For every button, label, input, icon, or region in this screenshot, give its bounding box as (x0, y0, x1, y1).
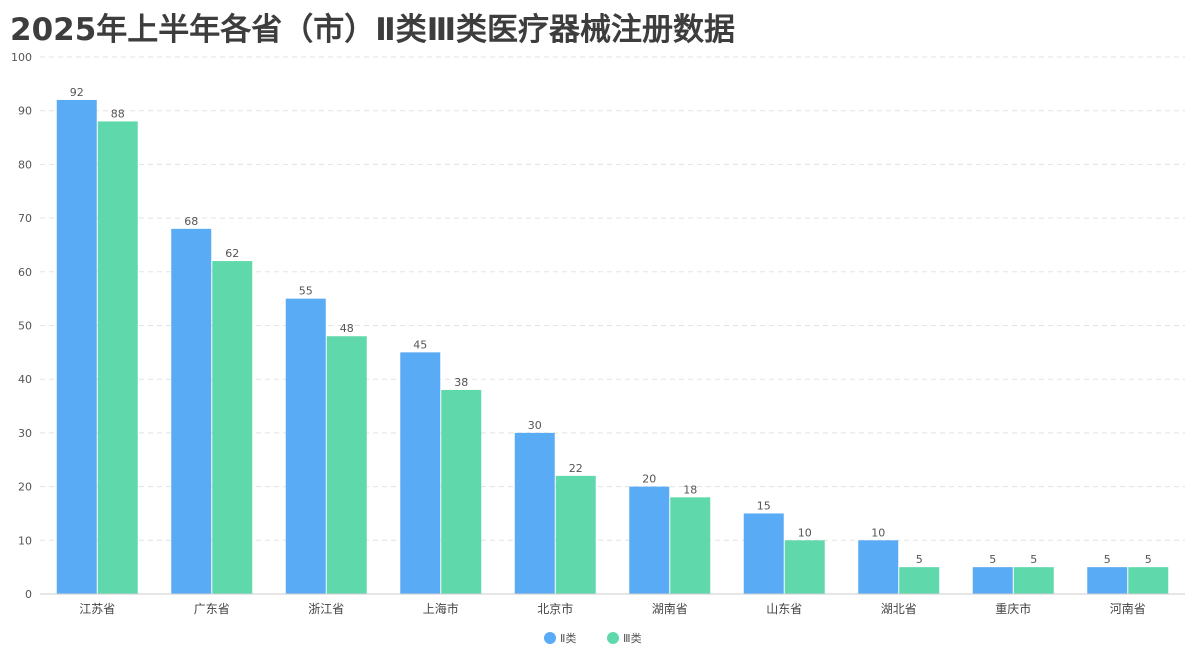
x-category-label: 上海市 (423, 601, 459, 616)
bar-value-label: 62 (225, 247, 239, 260)
legend-marker (544, 632, 556, 644)
bar-value-label: 10 (871, 526, 885, 539)
bar-value-label: 5 (1104, 553, 1111, 566)
bars (56, 99, 1169, 595)
bar-value-label: 20 (642, 473, 656, 486)
x-category-label: 山东省 (766, 602, 802, 616)
bar-value-label: 15 (757, 499, 771, 512)
bar-class2[interactable] (285, 298, 326, 594)
bar-value-label: 55 (299, 285, 313, 298)
x-category-label: 湖北省 (881, 601, 917, 616)
y-tick-label: 60 (18, 266, 32, 279)
bar-class2[interactable] (400, 352, 441, 594)
y-tick-label: 40 (18, 373, 32, 386)
x-category-label: 湖南省 (652, 601, 688, 616)
bar-value-label: 5 (1030, 553, 1037, 566)
y-tick-label: 70 (18, 212, 32, 225)
bar-class3[interactable] (899, 567, 940, 594)
bar-class2[interactable] (858, 540, 899, 594)
y-tick-label: 30 (18, 427, 32, 440)
chart-title: 2025年上半年各省（市）Ⅱ类Ⅲ类医疗器械注册数据 (10, 12, 736, 48)
legend-marker (607, 632, 619, 644)
bar-class2[interactable] (629, 486, 670, 594)
x-category-label: 河南省 (1110, 601, 1146, 616)
bar-class3[interactable] (212, 261, 253, 594)
bar-value-label: 18 (683, 483, 697, 496)
bar-class3[interactable] (97, 121, 138, 594)
y-axis: 0 10 20 30 40 50 60 70 80 90 100 (11, 51, 32, 601)
bar-value-label: 48 (340, 322, 354, 335)
x-category-label: 重庆市 (995, 601, 1031, 616)
bar-value-label: 68 (184, 215, 198, 228)
bar-class3[interactable] (326, 336, 367, 594)
bar-class2[interactable] (972, 567, 1013, 594)
x-axis: 江苏省 广东省 浙江省 上海市 北京市 湖南省 山东省 湖北省 重庆市 河南省 (40, 593, 1185, 616)
y-tick-label: 20 (18, 481, 32, 494)
bar-class2[interactable] (171, 228, 212, 594)
x-category-label: 江苏省 (79, 602, 115, 616)
x-category-label: 浙江省 (308, 602, 344, 616)
bar-class3[interactable] (784, 540, 825, 594)
bar-class3[interactable] (670, 497, 711, 594)
bar-value-label: 88 (111, 107, 125, 120)
bar-value-label: 5 (989, 553, 996, 566)
y-tick-label: 80 (18, 158, 32, 171)
bar-value-label: 38 (454, 376, 468, 389)
legend-label: Ⅱ类 (560, 631, 576, 645)
y-tick-label: 100 (11, 51, 32, 64)
legend-item-class2[interactable]: Ⅱ类 (544, 631, 576, 645)
bar-value-label: 30 (528, 419, 542, 432)
legend-item-class3[interactable]: Ⅲ类 (607, 631, 642, 645)
x-category-label: 北京市 (537, 601, 573, 616)
bar-value-label: 5 (1145, 553, 1152, 566)
grid-lines (40, 56, 1185, 541)
bar-value-label: 92 (70, 86, 84, 99)
y-tick-label: 10 (18, 534, 32, 547)
bar-class2[interactable] (514, 432, 555, 594)
bar-class3[interactable] (441, 389, 482, 594)
bar-class3[interactable] (555, 475, 596, 594)
legend[interactable]: Ⅱ类 Ⅲ类 (544, 631, 642, 645)
bar-class3[interactable] (1128, 567, 1169, 594)
x-category-label: 广东省 (194, 602, 230, 616)
bar-class2[interactable] (56, 99, 97, 595)
bar-class2[interactable] (1087, 567, 1128, 594)
bar-value-label: 45 (413, 338, 427, 351)
legend-label: Ⅲ类 (623, 631, 642, 645)
bar-value-label: 10 (798, 526, 812, 539)
y-tick-label: 50 (18, 320, 32, 333)
y-tick-label: 0 (25, 588, 32, 601)
bar-class2[interactable] (743, 513, 784, 594)
y-tick-label: 90 (18, 105, 32, 118)
bar-class3[interactable] (1013, 567, 1054, 594)
bar-value-label: 22 (569, 462, 583, 475)
bar-value-label: 5 (916, 553, 923, 566)
